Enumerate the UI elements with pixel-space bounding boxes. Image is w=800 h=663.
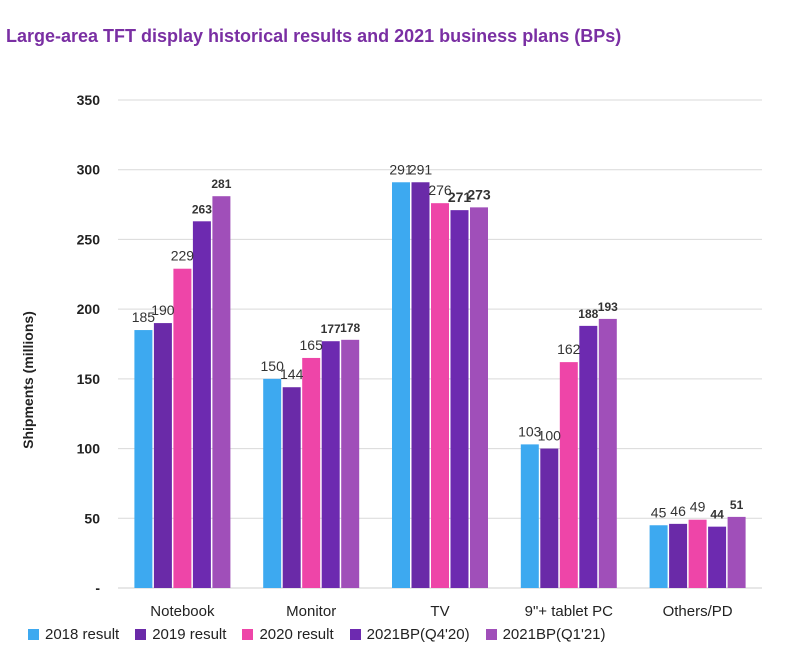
x-tick-label: Monitor [286, 603, 336, 620]
data-label: 271 [448, 189, 472, 205]
legend-item: 2020 result [242, 626, 334, 643]
data-label: 144 [280, 366, 304, 382]
legend-label: 2019 result [152, 626, 227, 643]
bar-4-4 [579, 325, 598, 588]
data-label: 49 [690, 499, 706, 515]
data-label: 190 [151, 302, 175, 318]
data-label: 263 [192, 202, 212, 216]
y-tick-label-baseline: - [95, 580, 100, 596]
legend-label: 2021BP(Q4'20) [366, 626, 470, 643]
legend-swatch [242, 629, 254, 640]
bar-4-5 [708, 526, 727, 588]
data-label: 100 [538, 428, 562, 444]
data-label: 188 [578, 307, 598, 321]
bar-5-1 [212, 196, 231, 588]
bar-3-1 [173, 268, 192, 588]
bar-1-2 [263, 378, 282, 588]
legend-label: 2018 result [45, 626, 120, 643]
bar-3-2 [302, 357, 321, 588]
legend-swatch [135, 629, 147, 640]
bar-5-4 [598, 318, 617, 588]
data-label: 51 [730, 498, 744, 512]
bar-3-5 [688, 519, 707, 588]
data-label: 44 [710, 508, 724, 522]
data-label: 177 [321, 322, 341, 336]
legend-item: 2021BP(Q1'21) [485, 626, 606, 643]
y-tick-label: 50 [84, 510, 100, 526]
x-tick-label: Notebook [150, 603, 215, 620]
data-label: 150 [261, 358, 285, 374]
legend-swatch [485, 629, 497, 640]
y-axis-ticks: 350 300 250 200 150 100 50 - [77, 92, 101, 596]
legend-item: 2018 result [28, 626, 119, 643]
data-label: 291 [409, 161, 433, 177]
x-tick-label: 9"+ tablet PC [525, 603, 613, 620]
bar-4-1 [192, 221, 211, 588]
bar-1-5 [649, 525, 668, 588]
data-label: 162 [557, 341, 581, 357]
data-label: 281 [211, 177, 231, 191]
bar-5-5 [727, 516, 746, 588]
y-tick-label: 300 [77, 162, 101, 178]
y-tick-label: 250 [77, 231, 101, 247]
chart-title: Large-area TFT display historical result… [6, 26, 622, 46]
y-tick-label: 200 [77, 301, 101, 317]
data-label: 45 [651, 504, 667, 520]
data-label: 103 [518, 423, 542, 439]
data-label: 291 [389, 161, 413, 177]
bar-5-2 [341, 339, 360, 588]
y-tick-label: 350 [77, 92, 101, 108]
bar-2-3 [411, 182, 430, 588]
legend: 2018 result 2019 result 2020 result 2021BP(… [28, 626, 622, 643]
bar-1-4 [520, 444, 539, 588]
bar-1-1 [134, 330, 153, 588]
data-label: 276 [428, 182, 452, 198]
data-label: 229 [171, 248, 195, 264]
bar-2-1 [153, 323, 172, 588]
data-label: 273 [467, 186, 491, 202]
bar-4-3 [450, 210, 469, 589]
bar-1-3 [392, 182, 410, 588]
bar-3-4 [559, 362, 578, 588]
data-label: 178 [340, 321, 360, 335]
bar-2-4 [540, 448, 559, 588]
bar-4-2 [321, 341, 340, 588]
bar-2-2 [282, 387, 301, 588]
x-tick-label: Others/PD [663, 603, 733, 620]
x-tick-label: TV [430, 603, 449, 620]
legend-swatch [349, 629, 361, 640]
data-label: 165 [300, 337, 324, 353]
y-axis-label: Shipments (millions) [20, 311, 36, 449]
bars [134, 182, 746, 589]
x-axis-ticks: Notebook Monitor TV 9"+ tablet PC Others/PD [150, 603, 732, 620]
y-tick-label: 150 [77, 371, 101, 387]
legend-item: 2021BP(Q4'20) [349, 626, 470, 643]
legend-item: 2019 result [135, 626, 226, 643]
legend-label: 2021BP(Q1'21) [502, 626, 606, 643]
data-label: 46 [670, 503, 686, 519]
bar-2-5 [669, 523, 688, 588]
y-tick-label: 100 [77, 441, 101, 457]
data-label: 193 [598, 300, 618, 314]
legend-swatch [28, 629, 39, 640]
legend-label: 2020 result [259, 626, 334, 643]
bar-3-3 [431, 203, 449, 589]
data-label: 185 [132, 309, 156, 325]
bar-5-3 [470, 207, 488, 589]
